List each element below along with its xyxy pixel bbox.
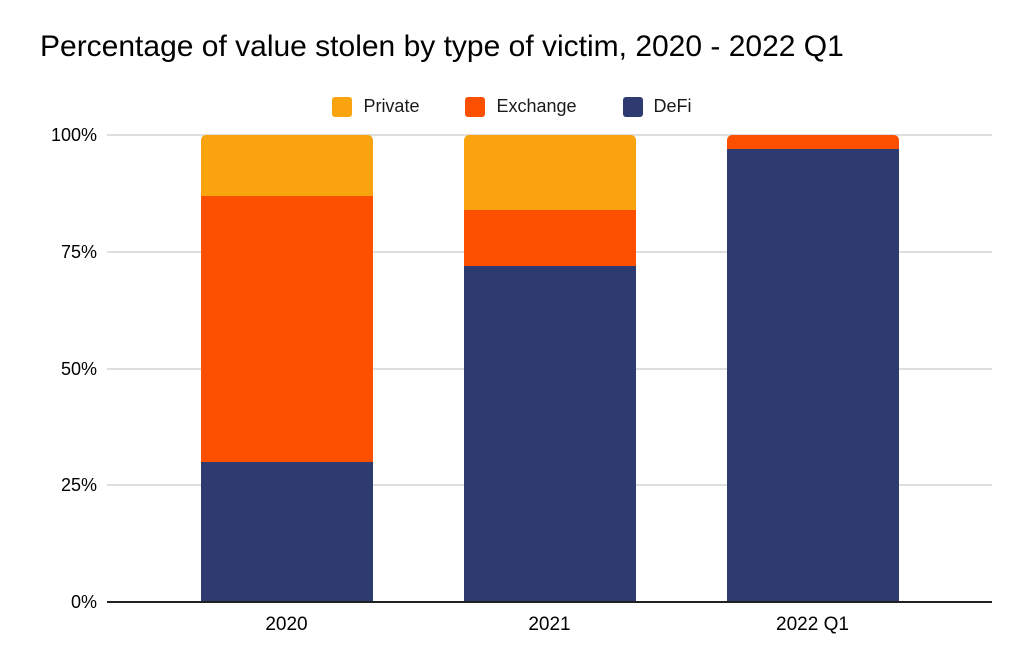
legend-item-exchange: Exchange (465, 96, 577, 117)
bar-2020-segment-exchange (200, 195, 373, 462)
x-axis-label-2021: 2021 (528, 614, 571, 635)
gridline-100% (107, 134, 992, 136)
legend: Private Exchange DeFi (0, 96, 1024, 117)
bar-2020 (200, 135, 373, 602)
y-tick-label-0%: 0% (70, 592, 97, 612)
legend-item-private: Private (332, 96, 419, 117)
chart-title: Percentage of value stolen by type of vi… (40, 30, 844, 63)
bar-2021-segment-exchange (463, 209, 636, 266)
bar-2022-q1-segment-exchange (726, 135, 899, 150)
bars-group (107, 135, 992, 602)
bar-2022-q1-segment-defi (726, 149, 899, 602)
legend-swatch-private (332, 96, 353, 117)
plot-area (107, 134, 992, 603)
y-tick-label-100%: 100% (50, 125, 97, 145)
y-tick-label-50%: 50% (60, 358, 97, 379)
x-axis-line (107, 601, 992, 603)
bar-2021 (463, 135, 636, 602)
y-tick-label-25%: 25% (60, 475, 97, 496)
y-tick-label-75%: 75% (60, 241, 97, 262)
legend-swatch-exchange (465, 96, 486, 117)
legend-label-private: Private (363, 96, 420, 116)
bar-2020-segment-private (200, 135, 373, 196)
bar-2021-segment-defi (463, 265, 636, 602)
x-axis-label-2020: 2020 (265, 614, 308, 635)
legend-swatch-defi (622, 96, 643, 117)
bar-2021-segment-private (463, 135, 636, 210)
bar-2022-q1 (726, 135, 899, 602)
legend-item-defi: DeFi (622, 96, 692, 117)
legend-label-exchange: Exchange (496, 96, 577, 116)
x-axis-label-2022-q1: 2022 Q1 (776, 614, 849, 635)
legend-label-defi: DeFi (653, 96, 692, 116)
bar-2020-segment-defi (200, 461, 373, 602)
x-axis-labels: 2020 2021 2022 Q1 (107, 614, 992, 636)
